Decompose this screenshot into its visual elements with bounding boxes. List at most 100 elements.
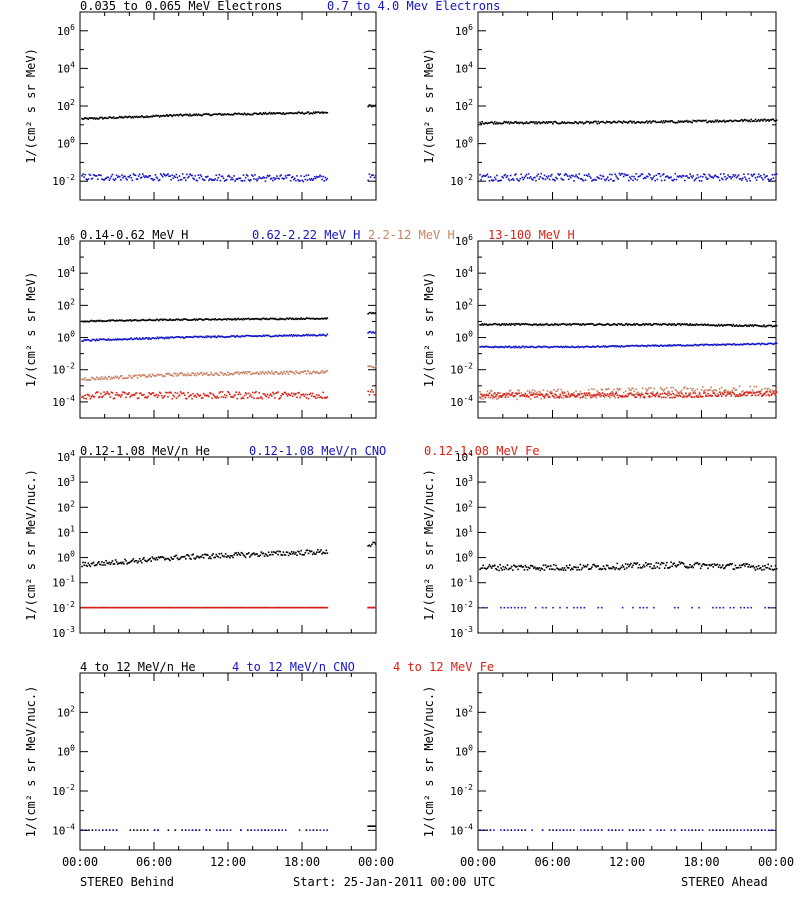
data-point	[117, 338, 120, 341]
data-point	[763, 324, 765, 326]
data-point	[641, 173, 644, 176]
data-point	[123, 377, 125, 379]
data-point	[709, 564, 711, 567]
data-point	[521, 566, 524, 568]
data-point	[239, 336, 242, 338]
data-point	[591, 388, 593, 390]
data-point	[158, 606, 161, 609]
data-point	[704, 564, 706, 566]
data-point	[706, 324, 708, 326]
data-point	[275, 177, 277, 180]
data-point	[547, 396, 550, 399]
data-point	[617, 568, 620, 570]
data-point	[695, 120, 698, 123]
data-point	[264, 111, 267, 114]
data-point	[230, 606, 232, 609]
data-point	[251, 606, 253, 609]
data-point	[213, 394, 215, 397]
data-point	[216, 113, 219, 116]
data-point	[743, 119, 745, 122]
data-point	[132, 338, 135, 341]
data-point	[488, 179, 491, 182]
data-point	[487, 565, 490, 568]
data-point	[612, 121, 614, 123]
data-point	[747, 342, 749, 345]
data-point	[520, 121, 523, 124]
data-point	[181, 336, 184, 338]
data-point	[652, 120, 654, 122]
data-point	[489, 565, 492, 568]
data-point	[651, 567, 653, 570]
data-point	[555, 176, 557, 179]
data-point	[666, 561, 668, 564]
data-point	[611, 345, 613, 347]
data-point	[92, 174, 95, 176]
legend-entry: 13-100 MeV H	[488, 228, 575, 242]
data-point	[367, 606, 369, 609]
data-point	[195, 179, 198, 182]
data-point	[185, 179, 187, 182]
data-point	[255, 335, 257, 337]
data-point	[508, 179, 511, 182]
data-point	[687, 176, 689, 179]
data-point	[481, 345, 483, 348]
data-point	[590, 177, 592, 179]
data-point	[279, 334, 281, 337]
data-point	[772, 569, 775, 571]
data-point	[765, 343, 767, 346]
data-point	[108, 339, 111, 342]
data-point	[255, 178, 257, 181]
data-point	[559, 323, 562, 326]
data-point	[127, 393, 129, 395]
data-point	[213, 606, 215, 609]
data-point	[161, 115, 164, 117]
data-point	[683, 565, 686, 568]
data-point	[757, 394, 760, 396]
data-point	[281, 177, 284, 180]
data-point	[252, 175, 254, 177]
data-point	[255, 553, 257, 555]
data-point	[298, 829, 301, 831]
data-point	[690, 324, 692, 327]
data-point	[195, 374, 198, 377]
data-point	[280, 334, 283, 337]
data-point	[371, 825, 373, 827]
data-point	[374, 331, 377, 333]
data-point	[576, 175, 578, 178]
data-point	[118, 562, 121, 565]
data-point	[240, 606, 243, 609]
data-point	[767, 563, 769, 566]
data-point	[194, 606, 197, 609]
data-point	[496, 174, 498, 177]
data-point	[143, 829, 145, 831]
data-point	[660, 396, 663, 399]
data-point	[107, 606, 110, 609]
data-point	[543, 121, 546, 124]
data-point	[564, 395, 567, 397]
data-point	[110, 606, 113, 609]
data-point	[632, 564, 634, 567]
data-point	[98, 339, 100, 342]
data-point	[223, 606, 226, 609]
data-point	[688, 566, 690, 569]
data-point	[648, 120, 650, 123]
data-point	[578, 121, 581, 124]
data-series	[81, 541, 377, 568]
data-point	[719, 120, 722, 123]
data-point	[290, 551, 293, 553]
x-tick-label: 12:00	[609, 855, 645, 869]
data-point	[144, 606, 146, 609]
data-point	[159, 373, 162, 376]
data-point	[170, 392, 172, 394]
data-point	[145, 116, 147, 118]
data-point	[733, 606, 735, 609]
data-point	[189, 113, 191, 115]
data-point	[309, 317, 312, 320]
data-point	[368, 544, 371, 547]
data-point	[638, 345, 641, 348]
data-point	[745, 563, 747, 565]
data-point	[537, 345, 539, 348]
data-point	[640, 393, 643, 396]
data-point	[216, 555, 219, 557]
data-point	[503, 829, 506, 831]
